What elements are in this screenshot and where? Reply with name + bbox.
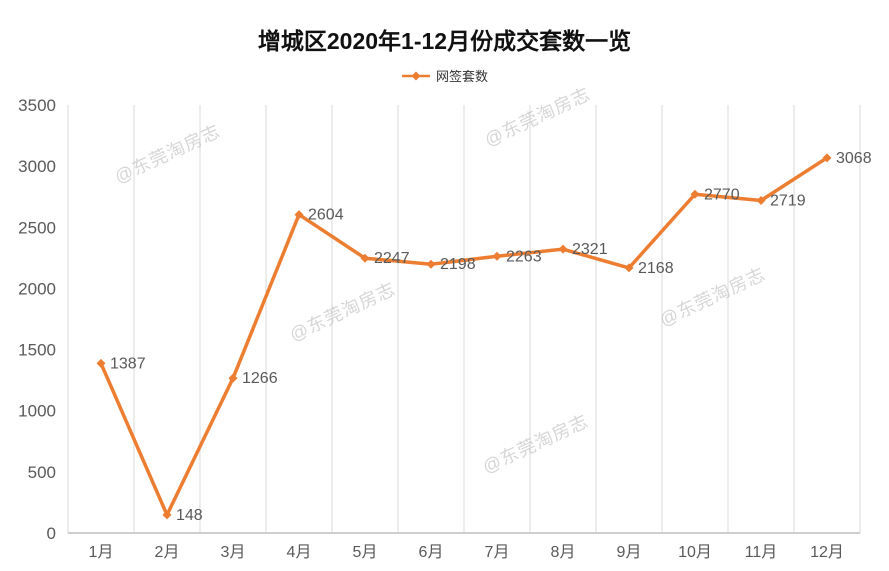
svg-text:1000: 1000 bbox=[18, 402, 56, 421]
svg-text:10月: 10月 bbox=[678, 544, 712, 561]
svg-text:7月: 7月 bbox=[485, 544, 510, 561]
svg-text:2198: 2198 bbox=[440, 256, 476, 273]
legend-line-marker-icon bbox=[401, 71, 430, 80]
svg-text:2770: 2770 bbox=[704, 186, 740, 203]
svg-text:1266: 1266 bbox=[242, 370, 278, 387]
svg-text:2263: 2263 bbox=[506, 248, 542, 265]
svg-text:3500: 3500 bbox=[18, 96, 56, 115]
svg-text:1500: 1500 bbox=[18, 341, 56, 360]
svg-text:6月: 6月 bbox=[419, 544, 444, 561]
svg-text:3068: 3068 bbox=[836, 150, 872, 167]
svg-text:148: 148 bbox=[176, 507, 203, 524]
svg-text:9月: 9月 bbox=[617, 544, 642, 561]
svg-text:3000: 3000 bbox=[18, 157, 56, 176]
svg-text:1387: 1387 bbox=[110, 355, 146, 372]
svg-text:2247: 2247 bbox=[374, 250, 410, 267]
legend-series-label: 网签套数 bbox=[435, 69, 488, 84]
chart-title: 增城区2020年1-12月份成交套数一览 bbox=[257, 28, 632, 54]
svg-text:8月: 8月 bbox=[551, 544, 576, 561]
svg-text:11月: 11月 bbox=[745, 544, 778, 561]
svg-text:0: 0 bbox=[47, 524, 56, 543]
svg-text:4月: 4月 bbox=[287, 544, 312, 561]
svg-text:1月: 1月 bbox=[89, 544, 114, 561]
svg-text:500: 500 bbox=[28, 463, 56, 482]
svg-text:2168: 2168 bbox=[638, 260, 674, 277]
svg-text:12月: 12月 bbox=[810, 544, 844, 561]
svg-text:3月: 3月 bbox=[221, 544, 246, 561]
svg-text:2321: 2321 bbox=[572, 241, 608, 258]
svg-text:2月: 2月 bbox=[155, 544, 180, 561]
svg-text:2719: 2719 bbox=[770, 193, 806, 210]
chart-legend: 网签套数 bbox=[0, 66, 889, 85]
svg-text:2500: 2500 bbox=[18, 218, 56, 237]
svg-text:5月: 5月 bbox=[353, 544, 378, 561]
svg-text:2604: 2604 bbox=[308, 207, 344, 224]
svg-text:2000: 2000 bbox=[18, 279, 56, 298]
